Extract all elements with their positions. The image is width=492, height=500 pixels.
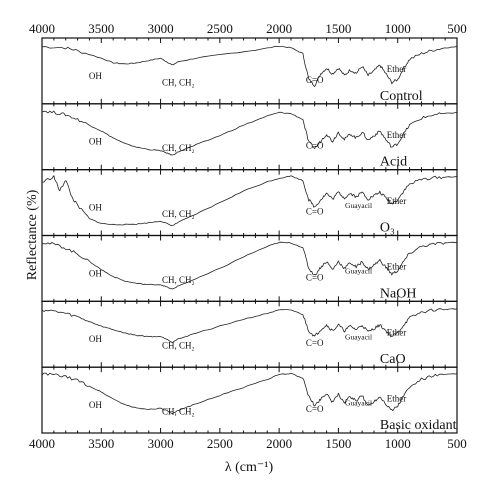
band-label-1-1: CH, CH₂ — [162, 143, 195, 153]
spectrum-line-2 — [41, 175, 458, 226]
x-tick-label-bottom: 4000 — [29, 436, 55, 451]
x-tick-label-top: 3500 — [88, 21, 114, 36]
band-label-3-4: Ether — [387, 262, 407, 272]
panel-name-4: CaO — [380, 352, 406, 367]
x-tick-label-top: 3000 — [148, 21, 174, 36]
band-label-3-0: OH — [89, 268, 102, 278]
x-tick-label-bottom: 3000 — [148, 436, 174, 451]
panel-name-5: Basic oxidant — [380, 418, 457, 433]
panel-name-2: O₃ — [380, 221, 395, 236]
band-label-3-2: C=O — [306, 272, 324, 282]
band-label-2-4: Ether — [387, 196, 407, 206]
spectrum-line-1 — [41, 110, 458, 156]
band-label-3-3: Guayacil — [345, 267, 372, 276]
x-tick-label-bottom: 1500 — [325, 436, 351, 451]
panel-name-0: Control — [380, 89, 423, 104]
band-label-5-2: C=O — [306, 404, 324, 414]
band-label-5-4: Ether — [387, 393, 407, 403]
x-tick-label-top: 2500 — [207, 21, 233, 36]
x-tick-label-bottom: 3500 — [88, 436, 114, 451]
band-label-4-2: C=O — [306, 338, 324, 348]
x-tick-label-bottom: 2000 — [266, 436, 292, 451]
x-tick-label-top: 2000 — [266, 21, 292, 36]
band-label-0-0: OH — [89, 71, 102, 81]
band-label-5-0: OH — [89, 400, 102, 410]
band-label-1-0: OH — [89, 137, 102, 147]
band-label-3-1: CH, CH₂ — [162, 275, 195, 285]
x-tick-label-top: 4000 — [29, 21, 55, 36]
spectrum-line-3 — [42, 241, 458, 290]
band-label-5-3: Guayacil — [345, 398, 372, 407]
band-label-1-2: C=O — [306, 141, 324, 151]
spectrum-line-0 — [41, 45, 458, 87]
band-label-2-2: C=O — [306, 206, 324, 216]
band-label-0-2: C=O — [306, 75, 324, 85]
x-tick-label-bottom: 1000 — [385, 436, 411, 451]
band-label-2-1: CH, CH₂ — [162, 209, 195, 219]
x-axis-title: λ (cm⁻¹) — [225, 460, 274, 475]
band-label-4-4: Ether — [387, 328, 407, 338]
band-label-0-1: CH, CH₂ — [162, 77, 195, 87]
panel-labels: Control OH CH, CH₂ C=O Ether Acid OH CH, CH₂ C=O… — [89, 64, 457, 433]
x-tick-label-top: 500 — [447, 21, 467, 36]
panel-name-3: NaOH — [380, 286, 417, 301]
x-tick-label-bottom: 500 — [447, 436, 467, 451]
spectrum-line-4 — [41, 308, 458, 343]
band-label-4-0: OH — [89, 334, 102, 344]
band-label-2-0: OH — [89, 202, 102, 212]
band-label-4-1: CH, CH₂ — [162, 341, 195, 351]
band-label-0-3: Ether — [387, 64, 407, 74]
band-label-1-3: Ether — [387, 130, 407, 140]
x-tick-label-top: 1500 — [325, 21, 351, 36]
x-tick-label-bottom: 2500 — [207, 436, 233, 451]
x-tick-label-top: 1000 — [385, 21, 411, 36]
y-axis-title: Reflectance (%) — [25, 189, 40, 280]
band-label-5-1: CH, CH₂ — [162, 407, 195, 417]
panel-frames — [41, 37, 458, 434]
band-label-4-3: Guayacil — [345, 333, 372, 342]
spectra — [41, 45, 458, 415]
axis-ticks: 4000 4000 3500 3500 3000 3000 2500 2500 2000 2000… — [29, 21, 467, 451]
panel-frame-5 — [41, 366, 458, 434]
panel-name-1: Acid — [380, 155, 407, 170]
spectrum-line-5 — [41, 372, 458, 415]
band-label-2-3: Guayacil — [345, 201, 372, 210]
